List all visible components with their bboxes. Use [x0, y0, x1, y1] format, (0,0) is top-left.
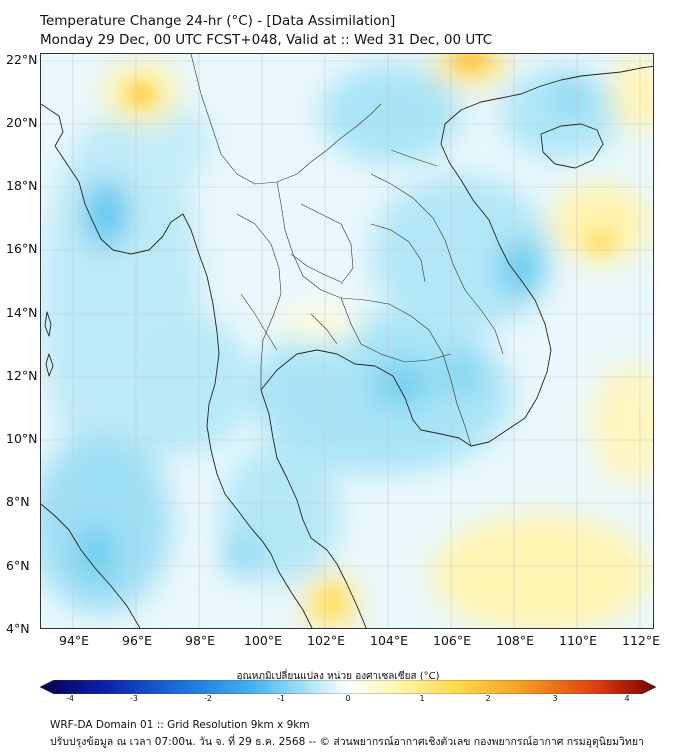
admin-borders [190, 54, 504, 447]
colorbar-tick: -1 [277, 694, 285, 703]
title-line-2: Monday 29 Dec, 00 UTC FCST+048, Valid at… [40, 32, 493, 48]
lon-label-108: 108°E [496, 633, 535, 648]
lon-label-110: 110°E [559, 633, 598, 648]
lat-label-4: 4°N [6, 621, 30, 636]
colorbar-tick: 4 [624, 694, 630, 703]
lat-label-16: 16°N [6, 241, 38, 256]
lon-label-100: 100°E [244, 633, 283, 648]
lon-label-102: 102°E [307, 633, 346, 648]
footer-update-info: ปรับปรุงข้อมูล ณ เวลา 07:00น. วัน จ. ที่… [50, 736, 644, 748]
lon-label-106: 106°E [433, 633, 472, 648]
chart-title: Temperature Change 24-hr (°C) - [Data As… [40, 12, 492, 50]
colorbar-tick: -4 [66, 694, 74, 703]
coastlines [41, 65, 653, 628]
lat-label-6: 6°N [6, 558, 30, 573]
colorbar-tick: 0 [345, 694, 351, 703]
map-plot-area [40, 53, 654, 629]
lon-label-104: 104°E [370, 633, 409, 648]
colorbar-title: อุณหภูมิเปลี่ยนแปลง หน่วย องศาเซลเซียส (… [236, 671, 440, 682]
lat-label-10: 10°N [6, 431, 38, 446]
colorbar-tick: 2 [485, 694, 491, 703]
map-gridlines [41, 54, 653, 628]
lat-label-14: 14°N [6, 305, 38, 320]
colorbar-tick: -3 [130, 694, 138, 703]
lat-label-18: 18°N [6, 178, 38, 193]
temperature-field [41, 54, 653, 628]
lat-label-12: 12°N [6, 368, 38, 383]
colorbar-tick: 3 [552, 694, 558, 703]
lon-label-98: 98°E [185, 633, 216, 648]
lat-label-22: 22°N [6, 52, 38, 67]
colorbar-tick: 1 [419, 694, 425, 703]
title-line-1: Temperature Change 24-hr (°C) - [Data As… [40, 13, 396, 29]
colorbar [40, 680, 656, 694]
lon-label-112: 112°E [622, 633, 661, 648]
lon-label-96: 96°E [122, 633, 153, 648]
lon-label-94: 94°E [59, 633, 90, 648]
footer-model-info: WRF-DA Domain 01 :: Grid Resolution 9km … [50, 719, 310, 731]
lat-label-20: 20°N [6, 115, 38, 130]
lat-label-8: 8°N [6, 494, 30, 509]
colorbar-tick: -2 [204, 694, 212, 703]
